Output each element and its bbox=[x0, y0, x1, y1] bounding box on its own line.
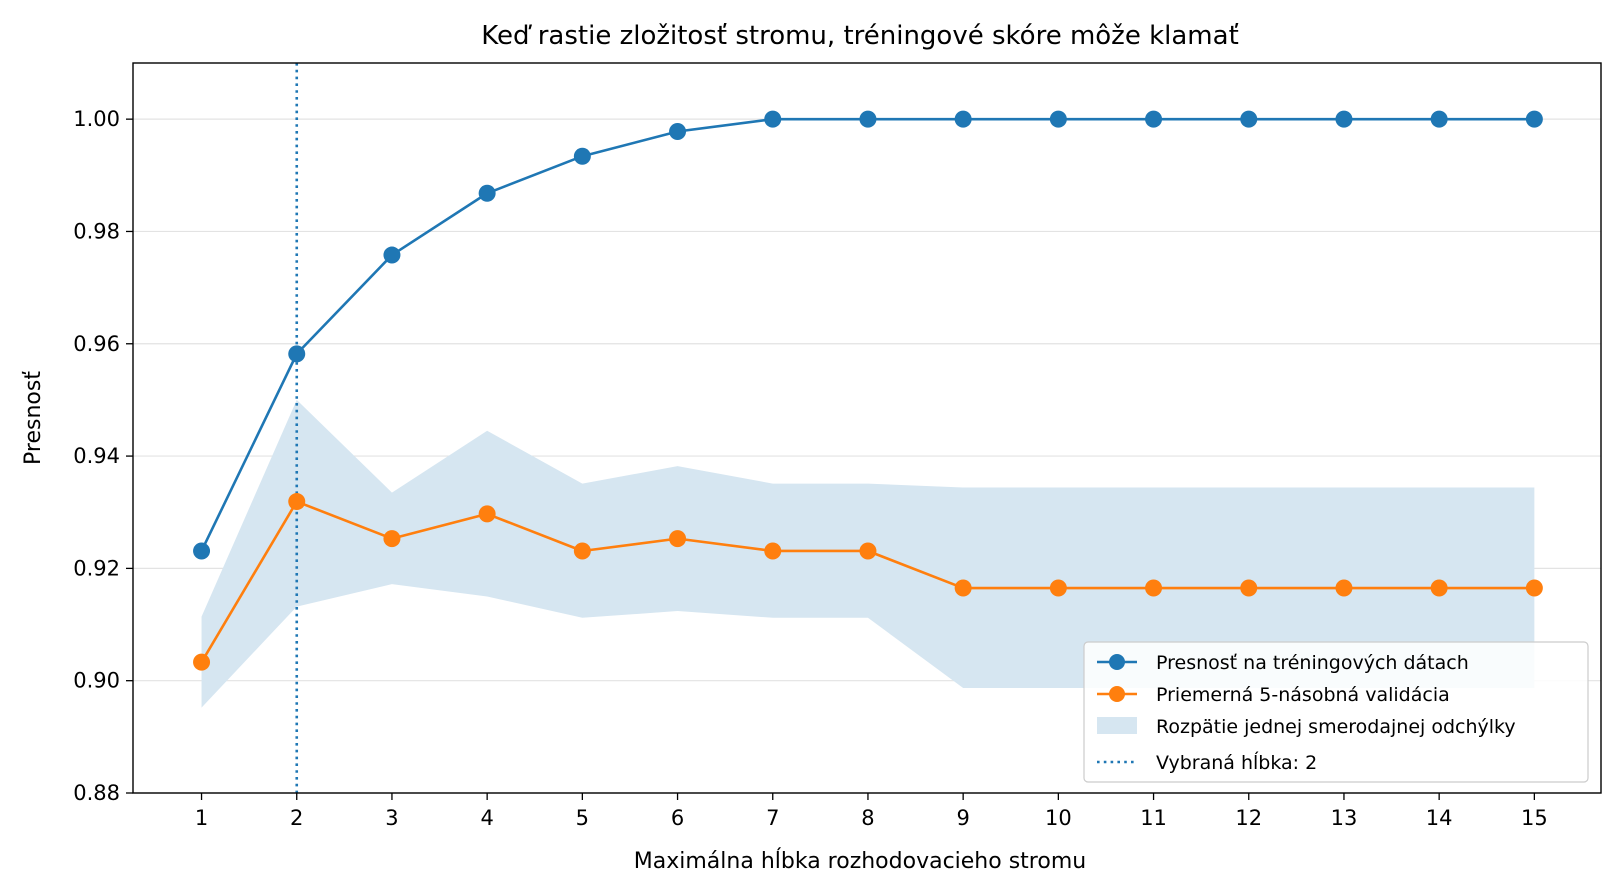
legend: Presnosť na tréningových dátach Priemern… bbox=[1083, 641, 1589, 783]
x-tick-label: 9 bbox=[956, 806, 969, 830]
legend-swatch-band bbox=[1097, 717, 1137, 734]
data-point-cv bbox=[859, 542, 877, 560]
data-point-cv bbox=[383, 530, 401, 548]
y-axis: 0.88 0.90 0.92 0.94 0.96 0.98 1.00 bbox=[73, 107, 133, 805]
data-point-cv bbox=[1335, 579, 1353, 597]
data-point-train bbox=[1430, 110, 1448, 128]
y-axis-title: Presnosť bbox=[21, 371, 46, 465]
data-point-cv bbox=[1430, 579, 1448, 597]
series-layer bbox=[193, 110, 1543, 671]
data-point-cv bbox=[573, 542, 591, 560]
data-point-cv bbox=[1240, 579, 1258, 597]
x-tick-label: 10 bbox=[1045, 806, 1072, 830]
data-point-cv bbox=[193, 653, 211, 671]
x-tick-label: 11 bbox=[1140, 806, 1167, 830]
data-point-cv bbox=[1049, 579, 1067, 597]
x-tick-label: 7 bbox=[766, 806, 779, 830]
data-point-cv bbox=[288, 493, 306, 511]
data-point-train bbox=[669, 123, 687, 141]
x-tick-label: 14 bbox=[1426, 806, 1453, 830]
legend-label-band: Rozpätie jednej smerodajnej odchýlky bbox=[1156, 716, 1516, 738]
data-point-cv bbox=[954, 579, 972, 597]
x-tick-label: 3 bbox=[385, 806, 398, 830]
y-tick-label: 0.98 bbox=[73, 219, 120, 243]
plot-frame bbox=[132, 62, 1602, 794]
data-point-train bbox=[383, 246, 401, 264]
chart-title: Keď rastie zložitosť stromu, tréningové … bbox=[481, 21, 1239, 51]
data-point-cv bbox=[669, 530, 687, 548]
y-tick-label: 1.00 bbox=[73, 107, 120, 131]
y-tick-label: 0.96 bbox=[73, 332, 120, 356]
data-point-cv bbox=[764, 542, 782, 560]
data-point-train bbox=[1145, 110, 1163, 128]
data-point-cv bbox=[1145, 579, 1163, 597]
x-axis: 1 2 3 4 5 6 7 8 9 10 11 12 13 14 15 bbox=[195, 793, 1548, 830]
y-tick-label: 0.94 bbox=[73, 444, 120, 468]
data-point-train bbox=[1335, 110, 1353, 128]
data-point-train bbox=[764, 110, 782, 128]
data-point-train bbox=[859, 110, 877, 128]
data-point-train bbox=[478, 184, 496, 202]
data-point-train bbox=[954, 110, 972, 128]
x-tick-label: 5 bbox=[576, 806, 589, 830]
x-tick-label: 13 bbox=[1331, 806, 1358, 830]
y-tick-label: 0.90 bbox=[73, 669, 120, 693]
legend-label-train: Presnosť na tréningových dátach bbox=[1156, 652, 1469, 674]
data-point-train bbox=[1049, 110, 1067, 128]
x-tick-label: 2 bbox=[290, 806, 303, 830]
x-axis-title: Maximálna hĺbka rozhodovacieho stromu bbox=[634, 848, 1086, 874]
legend-label-cv: Priemerná 5-násobná validácia bbox=[1156, 684, 1450, 706]
x-tick-label: 4 bbox=[480, 806, 493, 830]
data-point-train bbox=[1240, 110, 1258, 128]
y-tick-label: 0.88 bbox=[73, 781, 120, 805]
x-tick-label: 6 bbox=[671, 806, 684, 830]
x-tick-label: 12 bbox=[1235, 806, 1262, 830]
data-point-train bbox=[573, 147, 591, 165]
legend-box bbox=[1083, 641, 1589, 783]
legend-swatch-cv-marker bbox=[1109, 686, 1125, 702]
legend-label-vline: Vybraná hĺbka: 2 bbox=[1156, 751, 1317, 774]
legend-swatch-train-marker bbox=[1109, 654, 1125, 670]
data-point-cv bbox=[1525, 579, 1543, 597]
data-point-train bbox=[193, 542, 211, 560]
data-point-cv bbox=[478, 505, 496, 523]
y-tick-label: 0.92 bbox=[73, 556, 120, 580]
data-point-train bbox=[1525, 110, 1543, 128]
data-point-train bbox=[288, 345, 306, 363]
x-tick-label: 8 bbox=[861, 806, 874, 830]
x-tick-label: 15 bbox=[1521, 806, 1548, 830]
x-tick-label: 1 bbox=[195, 806, 208, 830]
